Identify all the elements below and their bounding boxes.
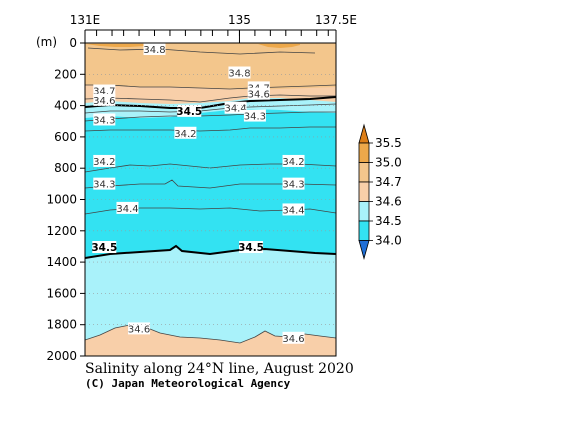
contour-label: 34.8 — [228, 69, 250, 80]
colorbar-box — [358, 142, 370, 163]
contour-label-bg — [282, 203, 305, 216]
contour-label: 34.7 — [93, 87, 115, 98]
y-tick-label: 800 — [54, 161, 77, 175]
contour-label: 34.3 — [282, 180, 304, 191]
contour-label: 34.2 — [174, 129, 196, 140]
contour-label-bg — [93, 177, 116, 190]
station-ticks — [96, 30, 329, 36]
contour-label-bg — [93, 154, 116, 167]
y-tick-label: 1400 — [46, 255, 77, 269]
colorbar-box — [358, 220, 370, 241]
contour-label-bg — [177, 104, 202, 117]
contour-label: 34.6 — [93, 96, 115, 107]
colorbar-level-label: 34.7 — [375, 175, 402, 189]
colorbar-box — [358, 201, 370, 222]
contour-label: 34.3 — [93, 180, 115, 191]
colorbar-level-label: 34.6 — [375, 195, 402, 209]
colorbar-level-label: 34.0 — [375, 234, 402, 248]
contour-label: 34.5 — [238, 242, 264, 254]
credit-text: (C) Japan Meteorological Agency — [85, 377, 291, 390]
contour-label-bg — [93, 93, 116, 106]
colorbar-level-label: 35.0 — [375, 156, 402, 170]
y-tick-label: 400 — [54, 99, 77, 113]
contour-34-6 — [85, 94, 336, 103]
contour-label-bg — [247, 87, 270, 100]
contour-label: 34.2 — [282, 157, 304, 168]
contour-label-bg — [116, 201, 139, 214]
colorbar-box — [358, 162, 370, 183]
contour-label: 34.4 — [224, 104, 246, 115]
contour-34-2-lower — [85, 163, 336, 173]
contour-label: 34.3 — [244, 112, 266, 123]
y-tick-label: 200 — [54, 67, 77, 81]
contour-34-4-upper — [85, 103, 336, 114]
contour-34-7 — [85, 84, 336, 90]
contour-label-bg — [228, 66, 251, 79]
contour-34-3-lower — [85, 179, 336, 189]
y-tick-label: 0 — [69, 36, 77, 50]
contour-label: 34.6 — [128, 324, 150, 335]
contour-label-bg — [92, 241, 117, 254]
y-tick-label: 1200 — [46, 224, 77, 238]
contour-label-bg — [128, 322, 151, 335]
contour-labels: 34.834.834.734.734.634.634.534.434.334.3… — [91, 43, 305, 345]
contour-label-bg — [282, 177, 305, 190]
contour-label: 34.5 — [176, 106, 202, 118]
contour-label-bg — [239, 241, 264, 254]
salinity-fill-layers — [85, 43, 336, 356]
contour-34-3-upper — [85, 111, 336, 122]
contour-label-bg — [243, 109, 266, 122]
contour-label-bg — [93, 84, 116, 97]
x-tick-label: 137.5E — [315, 13, 357, 27]
contour-label: 34.6 — [282, 334, 304, 345]
contour-34-2-upper — [85, 126, 336, 132]
contour-label-bg — [282, 331, 305, 344]
contour-label: 34.6 — [248, 90, 270, 101]
band-35-0-35-5-surface — [86, 44, 300, 48]
contour-lines — [85, 47, 336, 344]
contour-label-bg — [93, 113, 116, 126]
contour-label: 34.2 — [93, 157, 115, 168]
contour-label-bg — [224, 101, 247, 114]
contour-label: 34.3 — [93, 115, 115, 126]
colorbar-legend: 35.5 35.0 34.7 34.6 34.5 34.0 — [358, 123, 402, 260]
y-tick-label: 1800 — [46, 318, 77, 332]
contour-label-bg — [143, 43, 166, 56]
y-axis-unit: (m) — [36, 35, 57, 49]
colorbar-bottom-triangle — [358, 240, 370, 260]
y-axis-ticks: 0 200 400 600 800 1000 1200 1400 1600 1800 2000 — [46, 36, 85, 363]
y-tick-label: 2000 — [46, 349, 77, 363]
colorbar-top-triangle — [358, 123, 370, 144]
contour-label: 34.5 — [91, 242, 117, 254]
y-tick-label: 1000 — [46, 193, 77, 207]
y-tick-label: 600 — [54, 130, 77, 144]
y-tick-label: 1600 — [46, 286, 77, 300]
contour-label: 34.4 — [116, 204, 138, 215]
contour-34-8 — [87, 47, 316, 55]
colorbar-box — [358, 181, 370, 202]
contour-label: 34.4 — [282, 205, 304, 216]
contour-label: 34.8 — [143, 45, 165, 56]
x-tick-label: 135 — [228, 13, 251, 27]
contour-label-bg — [174, 126, 197, 139]
x-tick-label: 131E — [70, 13, 101, 27]
contour-label-bg — [282, 154, 305, 167]
contour-34-5-lower — [85, 244, 336, 259]
chart-title: Salinity along 24°N line, August 2020 — [85, 361, 354, 377]
colorbar-level-label: 34.5 — [375, 214, 402, 228]
colorbar-level-label: 35.5 — [375, 136, 402, 150]
x-axis-ticks: 131E 135 137.5E — [70, 13, 357, 43]
